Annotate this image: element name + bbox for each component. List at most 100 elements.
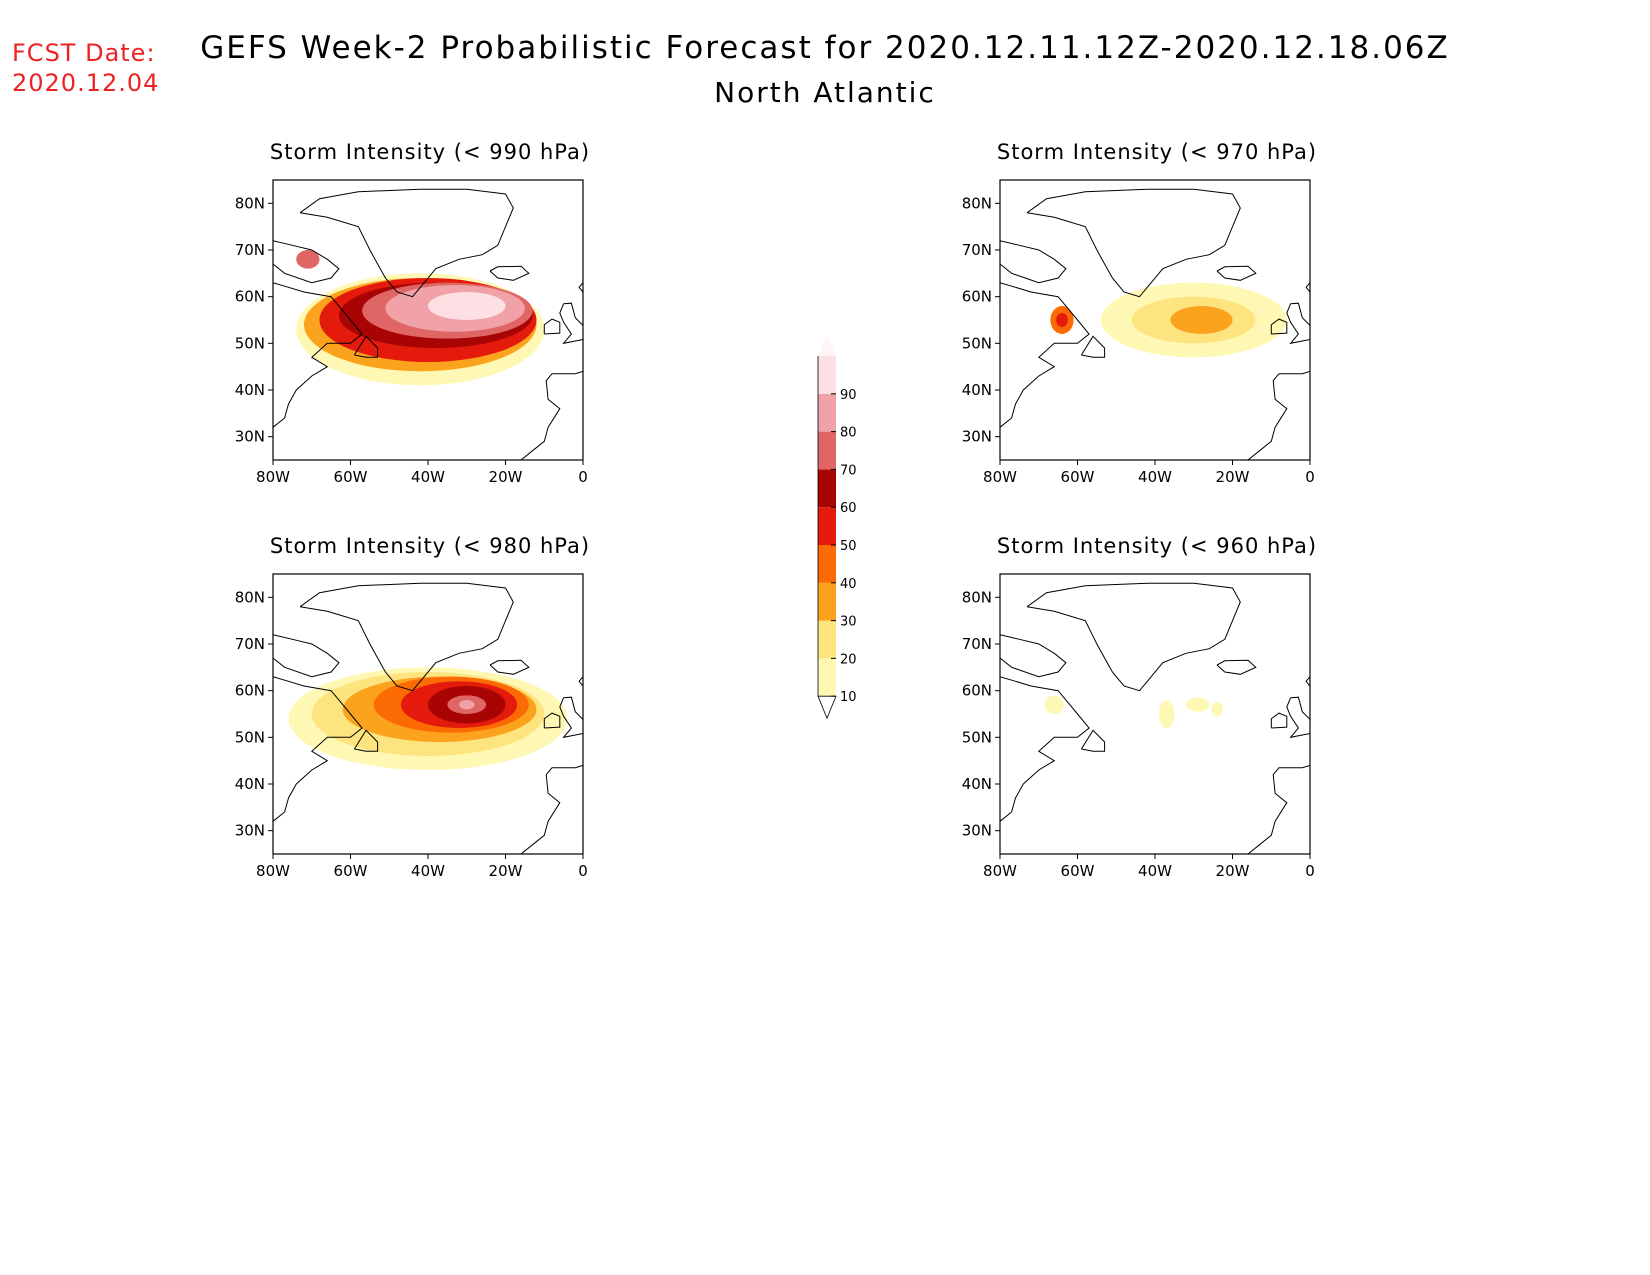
forecast-date-value: 2020.12.04 (12, 69, 160, 97)
coastline (578, 282, 583, 293)
coastline (578, 676, 583, 687)
y-tick-label: 50N (962, 728, 992, 746)
coastlines (273, 188, 583, 460)
x-tick-label: 40W (411, 862, 445, 880)
colorbar-swatch-90 (818, 356, 836, 394)
x-tick-label: 80W (256, 468, 290, 486)
colorbar-label: 90 (840, 388, 857, 403)
panel-title: Storm Intensity (< 990 hPa) (269, 140, 591, 164)
y-tick-label: 50N (235, 334, 265, 352)
coastline (1216, 659, 1257, 675)
y-tick-label: 40N (962, 775, 992, 793)
probability-contour-30 (1170, 306, 1233, 334)
colorbar-label: 50 (840, 539, 857, 554)
map-970: 80W 60W 40W 20W 0 80N 70N 60N 50N 40N 30N (962, 179, 1315, 486)
panel-title: Storm Intensity (< 970 hPa) (996, 140, 1318, 164)
x-tick-label: 0 (578, 862, 588, 880)
y-tick-label: 50N (962, 334, 992, 352)
x-tick-label: 60W (334, 468, 368, 486)
coastline (543, 712, 561, 729)
y-tick-label: 80N (962, 588, 992, 606)
y-tick-label: 40N (235, 381, 265, 399)
probability-contour-50 (1056, 313, 1068, 327)
y-tick-label: 80N (235, 194, 265, 212)
coastline (489, 265, 530, 281)
y-tick-label: 60N (235, 288, 265, 306)
y-tick-label: 70N (235, 635, 265, 653)
y-tick-label: 70N (962, 635, 992, 653)
coastline (273, 240, 340, 284)
x-tick-label: 80W (983, 862, 1017, 880)
x-tick-label: 60W (1061, 468, 1095, 486)
probability-contour-10 (1186, 697, 1210, 712)
panel-980: Storm Intensity (< 980 hPa) 80W 60W 40W 20W… (220, 534, 640, 914)
panel-990: Storm Intensity (< 990 hPa) 80W 60W 40W 20W… (220, 140, 640, 520)
x-tick-label: 40W (411, 468, 445, 486)
y-tick-label: 80N (235, 588, 265, 606)
colorbar-label: 20 (840, 652, 857, 667)
coastline (1305, 282, 1310, 293)
coastline (559, 696, 583, 739)
coastline (1216, 265, 1257, 281)
y-tick-label: 70N (235, 241, 265, 259)
probability-contour-90 (428, 292, 506, 320)
x-tick-label: 80W (983, 468, 1017, 486)
coastline (1026, 188, 1241, 298)
y-tick-label: 40N (962, 381, 992, 399)
coastlines (1000, 582, 1310, 854)
panel-title: Storm Intensity (< 980 hPa) (269, 534, 591, 558)
coastline (1305, 676, 1310, 687)
y-tick-label: 70N (962, 241, 992, 259)
colorbar-swatch-50 (818, 507, 836, 545)
colorbar-label: 60 (840, 501, 857, 516)
y-tick-label: 30N (962, 822, 992, 840)
coastline (1270, 712, 1288, 729)
coastline (1247, 370, 1310, 460)
colorbar-label: 30 (840, 615, 857, 630)
x-tick-label: 20W (1216, 468, 1250, 486)
colorbar-bottom-cap (817, 695, 837, 720)
x-tick-label: 40W (1138, 468, 1172, 486)
x-tick-label: 60W (1061, 862, 1095, 880)
coastlines (273, 582, 583, 854)
probability-field (1044, 695, 1223, 728)
region-title: North Atlantic (714, 76, 936, 109)
y-tick-label: 80N (962, 194, 992, 212)
coastline (1026, 582, 1241, 692)
coastline (299, 188, 514, 298)
coastline (520, 370, 583, 460)
coastline (1286, 302, 1310, 345)
coastline (299, 582, 514, 692)
colorbar: 10 20 30 40 50 60 70 80 90 (817, 334, 857, 720)
colorbar-label: 10 (840, 690, 857, 705)
map-990: 80W 60W 40W 20W 0 80N 70N 60N 50N 40N 30N (235, 179, 588, 486)
coastline (1080, 335, 1106, 358)
page-title: GEFS Week-2 Probabilistic Forecast for 2… (200, 30, 1450, 66)
y-tick-label: 30N (962, 428, 992, 446)
coastline (559, 302, 583, 345)
coastline (353, 335, 379, 358)
coastline (543, 318, 561, 335)
colorbar-label: 70 (840, 463, 857, 478)
coastline (273, 282, 363, 428)
colorbar-label: 40 (840, 577, 857, 592)
probability-contour-10 (1158, 700, 1175, 728)
colorbar-swatch-40 (818, 545, 836, 583)
coastline (1080, 729, 1106, 752)
x-tick-label: 20W (489, 468, 523, 486)
coastline (1270, 318, 1288, 335)
colorbar-swatch-10 (818, 658, 836, 697)
panel-960: Storm Intensity (< 960 hPa) 80W 60W 40W 20W… (947, 534, 1367, 914)
x-tick-label: 0 (578, 468, 588, 486)
x-tick-label: 0 (1305, 468, 1315, 486)
coastline (1286, 696, 1310, 739)
y-tick-label: 50N (235, 728, 265, 746)
colorbar-label: 80 (840, 426, 857, 441)
probability-contour-10 (1044, 695, 1064, 714)
x-tick-label: 40W (1138, 862, 1172, 880)
colorbar-swatch-60 (818, 469, 836, 508)
probability-field (288, 667, 568, 770)
probability-field (1050, 282, 1287, 358)
probability-field (296, 250, 545, 386)
x-tick-label: 20W (489, 862, 523, 880)
